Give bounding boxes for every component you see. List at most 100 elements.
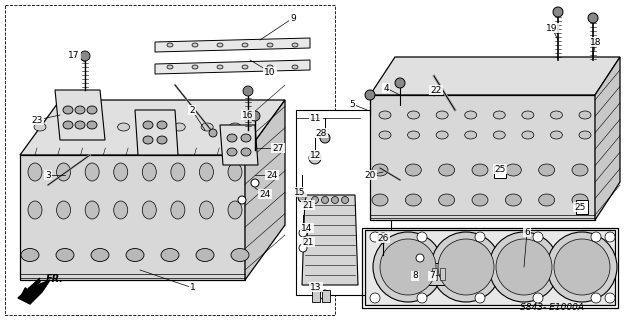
Ellipse shape: [192, 43, 198, 47]
Ellipse shape: [85, 201, 99, 219]
Ellipse shape: [87, 106, 97, 114]
Ellipse shape: [465, 131, 476, 139]
Circle shape: [591, 293, 601, 303]
Text: S843- E1000A: S843- E1000A: [520, 303, 584, 313]
Circle shape: [80, 51, 90, 61]
Circle shape: [309, 152, 321, 164]
Ellipse shape: [91, 249, 109, 261]
Ellipse shape: [57, 201, 71, 219]
Polygon shape: [370, 95, 595, 220]
Circle shape: [250, 111, 260, 121]
Ellipse shape: [228, 201, 242, 219]
Text: 25: 25: [575, 203, 585, 212]
Ellipse shape: [62, 123, 74, 131]
Ellipse shape: [465, 111, 476, 119]
Ellipse shape: [201, 123, 213, 131]
Circle shape: [553, 7, 563, 17]
Ellipse shape: [75, 121, 85, 129]
Ellipse shape: [505, 194, 521, 206]
Polygon shape: [135, 110, 178, 155]
Ellipse shape: [572, 164, 588, 176]
Ellipse shape: [493, 131, 505, 139]
Ellipse shape: [322, 196, 329, 204]
Ellipse shape: [379, 131, 391, 139]
Ellipse shape: [572, 194, 588, 206]
Text: 6: 6: [524, 228, 530, 236]
Circle shape: [365, 90, 375, 100]
Ellipse shape: [372, 164, 388, 176]
Ellipse shape: [217, 43, 223, 47]
Circle shape: [489, 232, 559, 302]
Text: 27: 27: [272, 143, 283, 153]
Circle shape: [588, 13, 598, 23]
Ellipse shape: [114, 163, 127, 181]
Text: 17: 17: [68, 51, 80, 60]
Polygon shape: [322, 290, 330, 302]
Ellipse shape: [493, 111, 505, 119]
Ellipse shape: [157, 136, 167, 144]
Polygon shape: [595, 57, 620, 220]
Ellipse shape: [292, 65, 298, 69]
Circle shape: [605, 232, 615, 242]
Ellipse shape: [408, 111, 420, 119]
Circle shape: [547, 232, 617, 302]
Circle shape: [591, 232, 601, 242]
Ellipse shape: [34, 123, 46, 131]
Polygon shape: [18, 278, 50, 304]
Ellipse shape: [229, 123, 241, 131]
Ellipse shape: [56, 249, 74, 261]
Polygon shape: [55, 90, 105, 140]
Ellipse shape: [90, 123, 102, 131]
Ellipse shape: [436, 131, 448, 139]
Ellipse shape: [311, 196, 318, 204]
Ellipse shape: [142, 201, 156, 219]
Circle shape: [431, 232, 501, 302]
Ellipse shape: [550, 131, 562, 139]
Ellipse shape: [331, 196, 338, 204]
Circle shape: [417, 293, 427, 303]
Ellipse shape: [167, 65, 173, 69]
Ellipse shape: [118, 123, 129, 131]
Circle shape: [533, 232, 543, 242]
Text: FR.: FR.: [46, 274, 64, 284]
Circle shape: [438, 239, 494, 295]
Ellipse shape: [550, 111, 562, 119]
Polygon shape: [220, 125, 258, 165]
Ellipse shape: [539, 164, 555, 176]
Ellipse shape: [242, 43, 248, 47]
Text: 16: 16: [242, 110, 254, 119]
Text: 9: 9: [290, 13, 296, 22]
Polygon shape: [20, 100, 285, 155]
Polygon shape: [494, 166, 506, 178]
Circle shape: [605, 293, 615, 303]
Ellipse shape: [267, 43, 273, 47]
Ellipse shape: [63, 106, 73, 114]
Ellipse shape: [522, 111, 534, 119]
Ellipse shape: [408, 131, 420, 139]
Ellipse shape: [143, 136, 153, 144]
Ellipse shape: [143, 121, 153, 129]
Circle shape: [417, 232, 427, 242]
Circle shape: [320, 133, 330, 143]
Circle shape: [378, 233, 388, 243]
Ellipse shape: [126, 249, 144, 261]
Circle shape: [243, 86, 253, 96]
Ellipse shape: [579, 131, 591, 139]
Text: 21: 21: [303, 237, 313, 246]
Ellipse shape: [196, 249, 214, 261]
Ellipse shape: [171, 163, 185, 181]
Circle shape: [299, 229, 307, 237]
Circle shape: [416, 254, 424, 262]
Text: 12: 12: [310, 150, 322, 159]
Ellipse shape: [505, 164, 521, 176]
Text: 1: 1: [190, 284, 196, 292]
Ellipse shape: [161, 249, 179, 261]
Circle shape: [496, 239, 552, 295]
Ellipse shape: [85, 163, 99, 181]
Text: 24: 24: [266, 171, 278, 180]
Text: 13: 13: [310, 283, 322, 292]
Ellipse shape: [539, 194, 555, 206]
Ellipse shape: [405, 194, 421, 206]
Text: 25: 25: [494, 164, 506, 173]
Text: 14: 14: [301, 223, 313, 233]
